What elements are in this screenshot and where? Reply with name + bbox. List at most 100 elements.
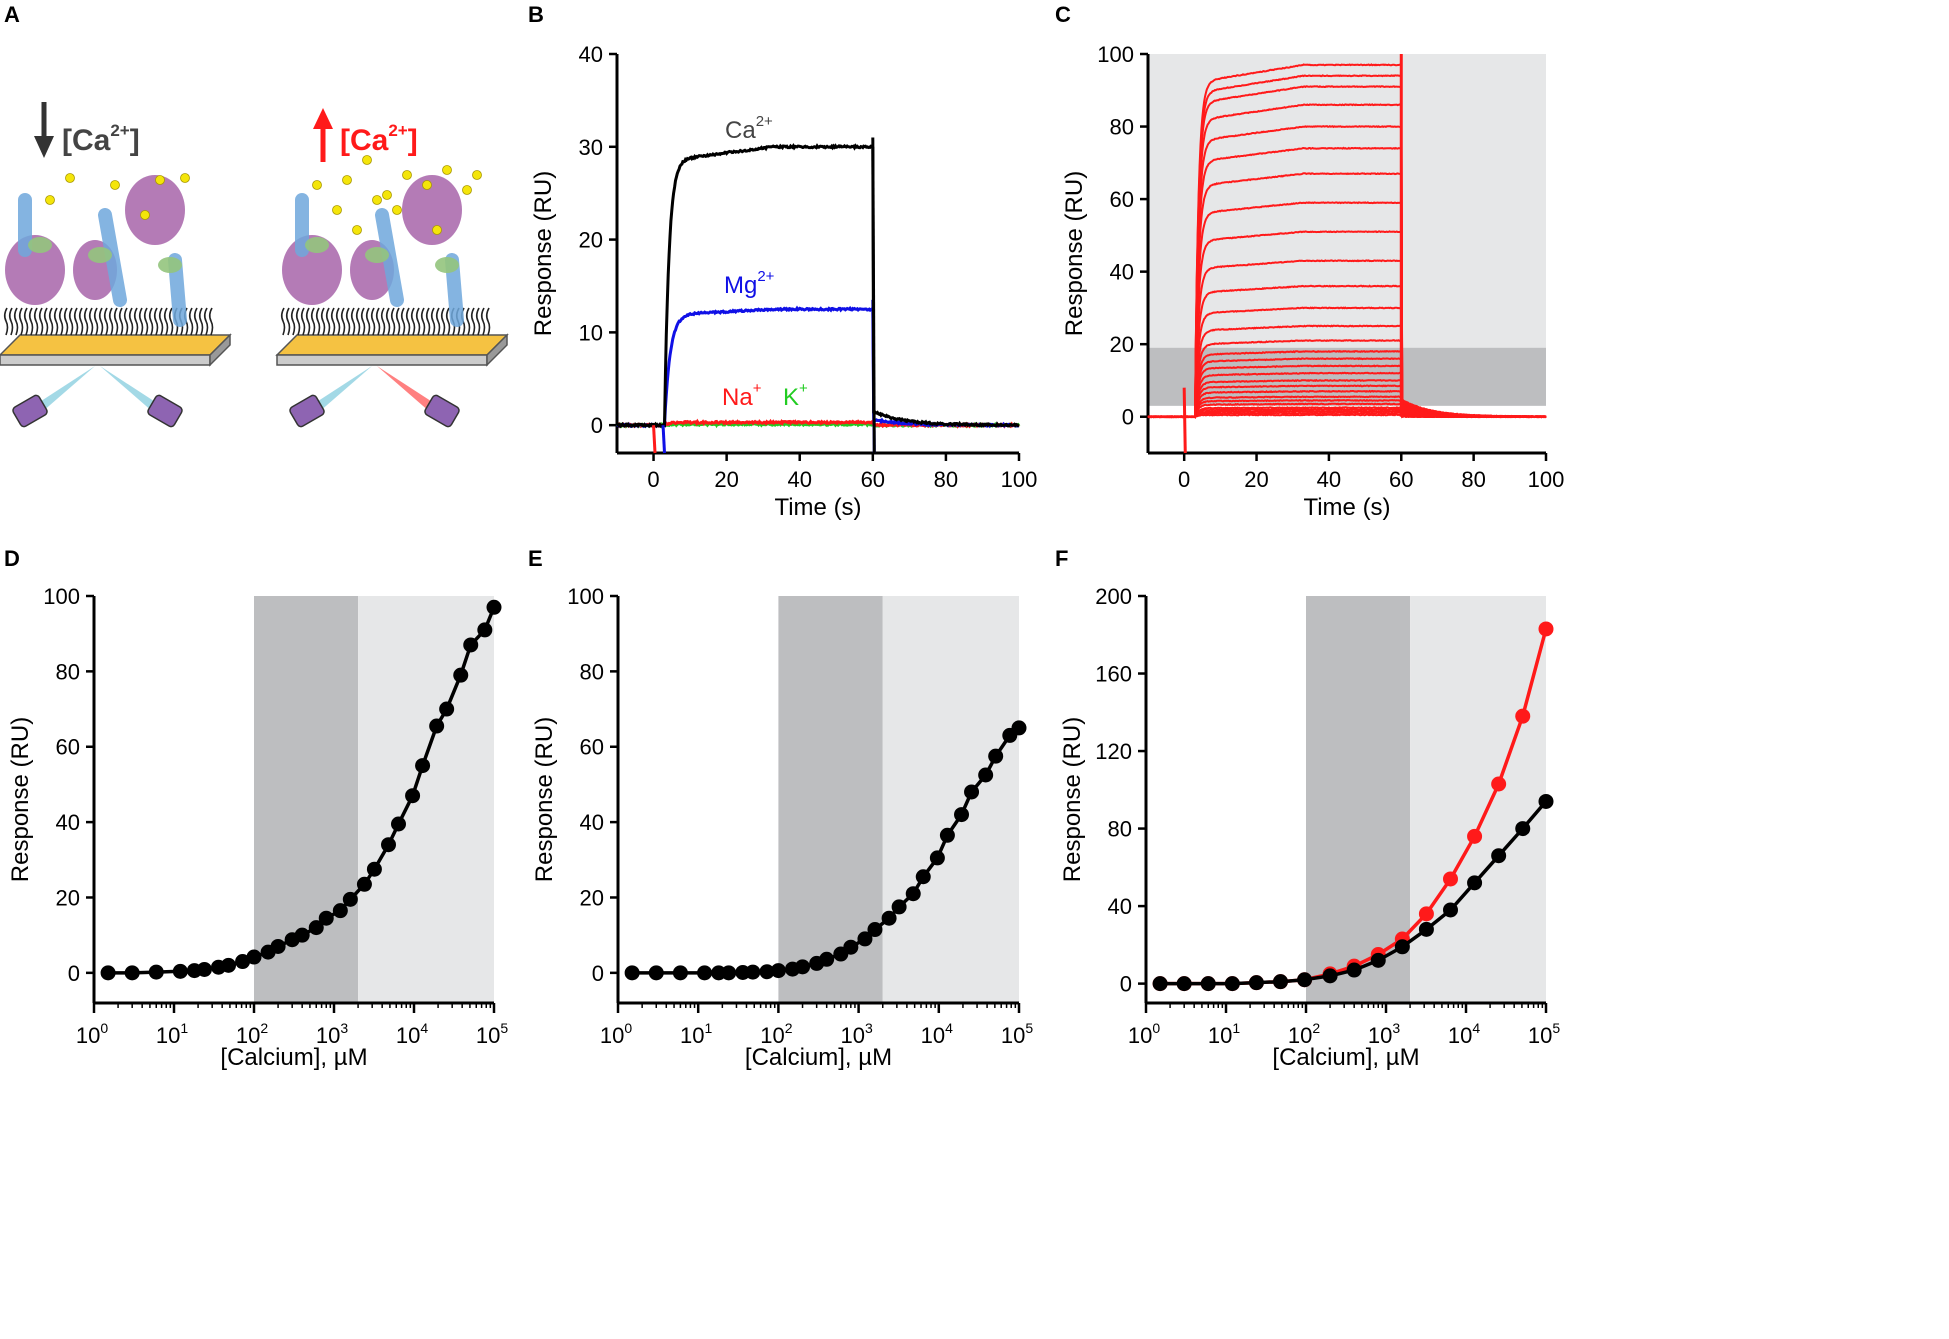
x-tick-label: 105 xyxy=(1528,1020,1560,1048)
lipid-chain xyxy=(305,307,311,336)
data-point-binding xyxy=(929,850,945,866)
lipid-chain xyxy=(38,307,44,336)
lipid-chain xyxy=(295,307,301,336)
lipid-chain xyxy=(168,307,174,336)
data-point-binding xyxy=(124,965,140,981)
y-tick-label: 0 xyxy=(591,413,603,438)
panel-letter-f: F xyxy=(1055,546,1068,571)
data-point-binding xyxy=(988,748,1004,764)
calcium-ion xyxy=(402,170,412,180)
lipid-chain xyxy=(28,307,34,336)
data-point-binding xyxy=(366,861,382,877)
lipid-chain xyxy=(325,307,331,336)
lipid-chain xyxy=(445,307,451,336)
lipid-chain xyxy=(23,307,29,336)
data-point-binding xyxy=(978,767,994,783)
lipid-chain xyxy=(350,307,356,336)
data-point-black xyxy=(1152,976,1168,992)
y-tick-label: 160 xyxy=(1095,662,1132,687)
lipid-chain xyxy=(340,307,346,336)
calcium-ion xyxy=(140,210,150,220)
data-point-binding xyxy=(759,964,775,980)
y-tick-label: 0 xyxy=(1120,972,1132,997)
chart-c: Time (s) Response (RU) 0 20 40 60 80 100 0 20 40 60… xyxy=(1061,42,1564,521)
down-arrow-icon xyxy=(34,102,54,158)
lipid-chain xyxy=(380,307,386,336)
calcium-high-label: [Ca2+] xyxy=(340,121,418,157)
series-label-ca: Ca2+ xyxy=(725,113,773,144)
x-tick-label: 40 xyxy=(787,467,811,492)
x-tick-label: 102 xyxy=(236,1020,268,1048)
lipid-chain xyxy=(68,307,74,336)
protein-purple xyxy=(402,175,462,245)
calcium-ion xyxy=(45,195,55,205)
data-point-black xyxy=(1467,875,1483,891)
data-point-red xyxy=(1467,828,1483,844)
lipid-chain xyxy=(430,307,436,336)
lipid-chain xyxy=(13,307,19,336)
chip-base xyxy=(0,354,211,366)
sensor-chip-left xyxy=(0,173,232,428)
lipid-chain xyxy=(485,307,491,336)
data-point-binding xyxy=(429,718,445,734)
y-tick-label: 30 xyxy=(579,135,603,160)
y-tick-label: 200 xyxy=(1095,584,1132,609)
calcium-ion xyxy=(372,195,382,205)
lipid-chain xyxy=(365,307,371,336)
protein-blue xyxy=(98,208,127,307)
lipid-chain xyxy=(53,307,59,336)
injection-spike xyxy=(871,137,876,454)
x-tick-label: 40 xyxy=(1317,467,1341,492)
lipid-chain xyxy=(18,307,24,336)
calcium-ion xyxy=(462,185,472,195)
lipid-chain xyxy=(470,307,476,336)
data-point-binding xyxy=(439,701,455,717)
data-point-black xyxy=(1442,902,1458,918)
y-tick-label: 40 xyxy=(56,810,80,835)
lipid-chain xyxy=(335,307,341,336)
data-point-binding xyxy=(148,964,164,980)
lipid-chain xyxy=(300,307,306,336)
chip-base xyxy=(276,354,488,366)
calcium-ion xyxy=(65,173,75,183)
lipid-chain xyxy=(3,307,9,336)
data-point-binding xyxy=(1011,720,1027,736)
lipid-chain xyxy=(93,307,99,336)
y-tick-label: 20 xyxy=(580,885,604,910)
lipid-chain xyxy=(420,307,426,336)
lipid-chain xyxy=(98,307,104,336)
calcium-ion xyxy=(312,180,322,190)
y-axis-label: Response (RU) xyxy=(531,717,558,882)
lipid-chain xyxy=(440,307,446,336)
up-arrow-icon xyxy=(313,108,333,162)
data-point-binding xyxy=(390,816,406,832)
data-point-binding xyxy=(915,869,931,885)
lipid-chain xyxy=(360,307,366,336)
injection-spike xyxy=(1182,387,1187,454)
y-tick-label: 0 xyxy=(1122,405,1134,430)
lipid-chain xyxy=(203,307,209,336)
x-tick-label: 104 xyxy=(1448,1020,1480,1048)
data-point-binding xyxy=(905,886,921,902)
series-line-ca xyxy=(615,143,1020,429)
data-point-binding xyxy=(745,964,761,980)
data-point-binding xyxy=(100,965,116,981)
lipid-chain xyxy=(73,307,79,336)
lipid-chain xyxy=(315,307,321,336)
shaded-region-light xyxy=(882,596,1019,1003)
lipid-chain xyxy=(285,307,291,336)
calcium-ion xyxy=(442,165,452,175)
x-axis-label: [Calcium], µM xyxy=(220,1044,367,1071)
panel-letter-c: C xyxy=(1055,2,1071,27)
calcium-ion xyxy=(382,190,392,200)
x-tick-label: 60 xyxy=(1389,467,1413,492)
lipid-chain xyxy=(193,307,199,336)
lipid-chain xyxy=(128,307,134,336)
lipid-chain xyxy=(395,307,401,336)
y-tick-label: 80 xyxy=(580,659,604,684)
protein-blue xyxy=(375,208,404,307)
injection-spike xyxy=(661,425,667,454)
data-point-binding xyxy=(477,622,493,638)
lipid-chain xyxy=(143,307,149,336)
